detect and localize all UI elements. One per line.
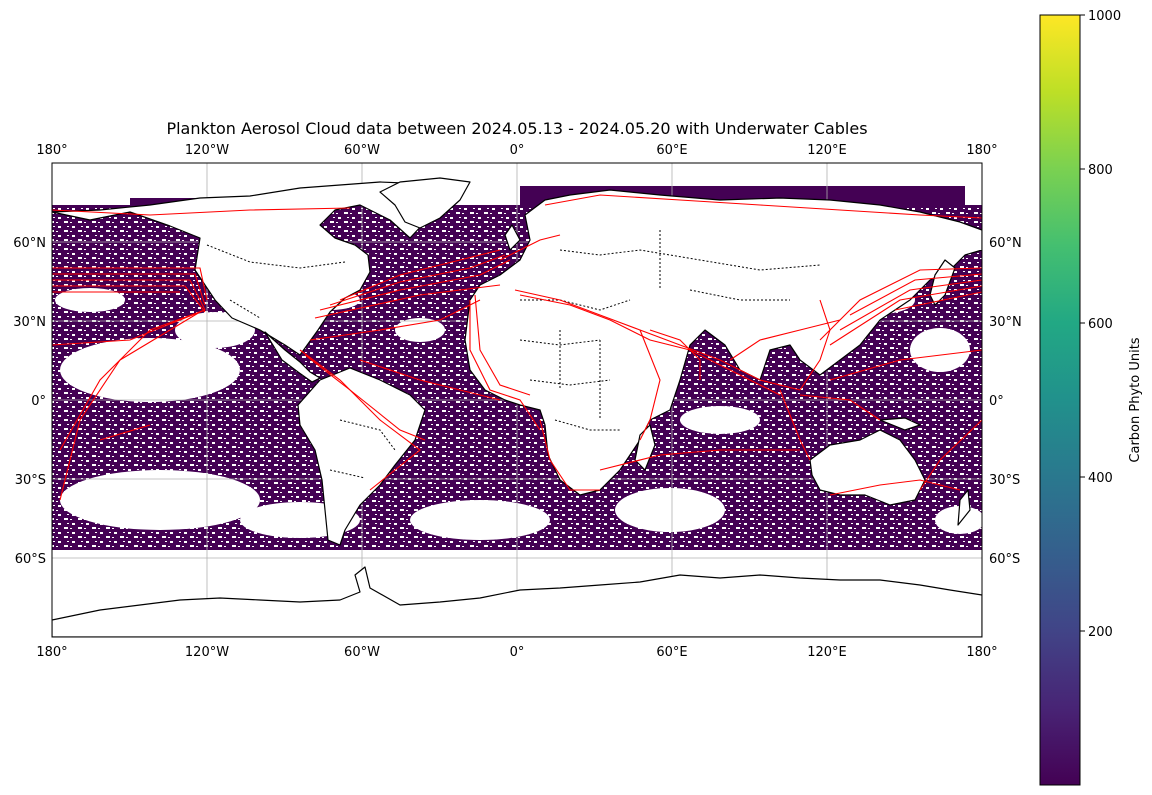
land-south-america (297, 367, 426, 546)
cable (299, 349, 421, 491)
x-tick-label: 180° (966, 143, 997, 158)
land-greenland (379, 177, 471, 229)
cable (499, 234, 561, 261)
x-tick-label: 180° (966, 645, 997, 660)
map-title: Plankton Aerosol Cloud data between 2024… (166, 119, 867, 138)
cloud-gap (395, 318, 445, 342)
x-tick-label: 120°W (185, 143, 229, 158)
cable (829, 285, 982, 346)
cable (799, 394, 881, 421)
land-north-america (52, 181, 451, 356)
colorbar-tick-label: 400 (1088, 471, 1113, 486)
colorbar-tick-label: 600 (1088, 317, 1113, 332)
cable (829, 349, 982, 381)
y-tick-label: 0° (989, 394, 1004, 409)
cable (319, 259, 511, 311)
map-axes (52, 163, 982, 637)
colorbar-label: Carbon Phyto Units (1128, 337, 1143, 462)
x-tick-label: 0° (510, 645, 525, 660)
x-tick-labels-bottom: 180° 120°W 60°W 0° 60°E 120°E 180° (36, 645, 997, 660)
x-tick-label: 120°W (185, 645, 229, 660)
land-antarctica (52, 566, 982, 637)
y-tick-label: 30°S (989, 473, 1020, 488)
cloud-gap (615, 488, 725, 532)
y-tick-label: 30°S (15, 473, 46, 488)
x-tick-label: 180° (36, 143, 67, 158)
coastlines (52, 177, 982, 637)
x-tick-label: 60°W (344, 143, 380, 158)
cable (514, 289, 801, 391)
cable (99, 424, 151, 441)
cable (329, 254, 506, 306)
x-tick-label: 120°E (807, 143, 847, 158)
x-tick-label: 0° (510, 143, 525, 158)
land-central-america (264, 331, 321, 383)
y-tick-label: 30°N (989, 315, 1022, 330)
land-new-guinea (879, 417, 921, 431)
cloud-gap (680, 406, 760, 434)
x-tick-label: 60°W (344, 645, 380, 660)
cable (314, 284, 501, 319)
cable (519, 294, 781, 396)
cable (469, 300, 541, 431)
cloud-gap (60, 338, 240, 402)
cable (52, 285, 206, 313)
colorbar-gradient (1039, 14, 1081, 786)
cable (649, 329, 701, 380)
y-tick-label: 30°N (13, 315, 46, 330)
y-tick-label: 0° (31, 394, 46, 409)
colorbar-tick-label: 200 (1088, 625, 1113, 640)
x-tick-label: 60°E (656, 645, 687, 660)
cable (339, 249, 501, 301)
x-tick-labels-top: 180° 120°W 60°W 0° 60°E 120°E 180° (36, 143, 997, 158)
cloud-gap (55, 288, 125, 312)
underwater-cables (52, 194, 982, 501)
cable (779, 389, 811, 461)
cable (829, 479, 961, 496)
land-new-zealand (957, 489, 971, 526)
y-tick-label: 60°S (989, 552, 1020, 567)
cable (52, 309, 206, 346)
cable (59, 309, 206, 451)
country-borders (206, 230, 821, 479)
x-tick-label: 180° (36, 645, 67, 660)
cable (639, 329, 661, 441)
colorbar-ticks: 200 400 600 800 1000 (1080, 9, 1121, 640)
y-tick-label: 60°S (15, 552, 46, 567)
cable (894, 291, 982, 311)
cable (599, 449, 800, 471)
cable (52, 267, 208, 301)
cable (729, 319, 841, 361)
y-tick-label: 60°N (989, 236, 1022, 251)
cable (359, 359, 501, 401)
cloud-gap (910, 328, 970, 372)
cable (59, 311, 201, 501)
cable (544, 194, 982, 219)
y-tick-labels-left: 60°N 30°N 0° 30°S 60°S (13, 236, 46, 567)
cloud-gap (410, 500, 550, 540)
cable (799, 299, 831, 391)
colorbar-tick-label: 800 (1088, 163, 1113, 178)
cable (839, 279, 982, 331)
cloud-gap (60, 470, 260, 530)
x-tick-label: 120°E (807, 645, 847, 660)
cable (52, 207, 351, 216)
colorbar: 200 400 600 800 1000 Carbon Phyto Units (1039, 9, 1143, 786)
map-frame (51, 162, 983, 638)
land-uk (504, 224, 521, 251)
cable (52, 273, 206, 306)
y-tick-label: 60°N (13, 236, 46, 251)
cable (539, 419, 600, 491)
x-tick-label: 60°E (656, 143, 687, 158)
y-tick-labels-right: 60°N 30°N 0° 30°S 60°S (989, 236, 1022, 567)
colorbar-tick-label: 1000 (1088, 9, 1121, 24)
cable (849, 273, 982, 316)
cable (304, 354, 426, 441)
cable (919, 419, 982, 491)
cable (474, 294, 531, 396)
cable (309, 299, 481, 341)
cable (52, 279, 206, 311)
